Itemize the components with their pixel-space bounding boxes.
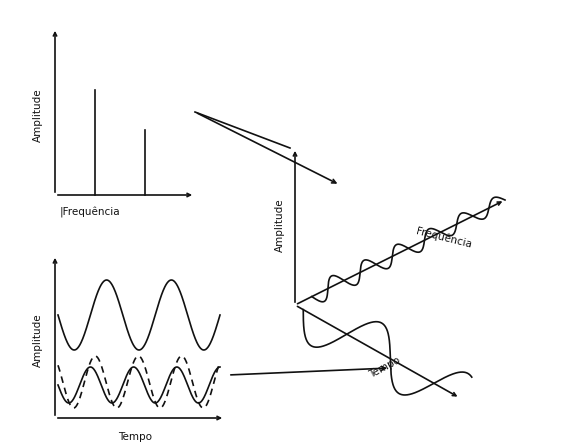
Text: Tempo: Tempo xyxy=(118,432,152,442)
Text: Amplitude: Amplitude xyxy=(33,88,43,142)
Text: Amplitude: Amplitude xyxy=(275,198,285,252)
Text: |Frequência: |Frequência xyxy=(60,207,120,218)
Text: Frequência: Frequência xyxy=(415,226,473,250)
Text: Amplitude: Amplitude xyxy=(33,313,43,367)
Text: Tempo: Tempo xyxy=(367,356,402,380)
